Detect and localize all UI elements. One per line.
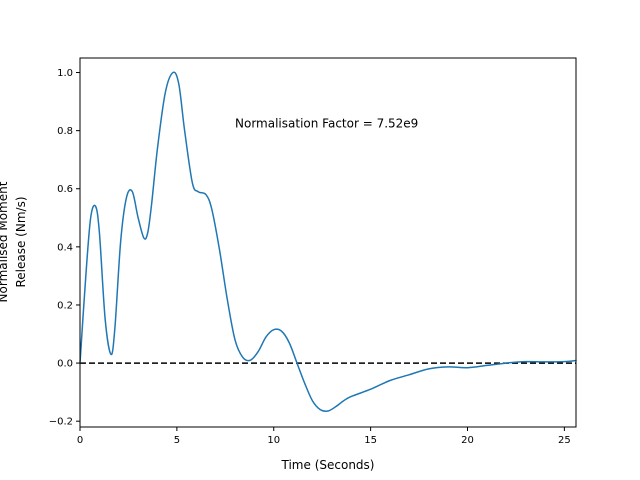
y-tick-label: 0.8 [57, 126, 73, 137]
normalisation-annotation: Normalisation Factor = 7.52e9 [235, 117, 418, 131]
x-tick-label: 0 [77, 435, 83, 446]
series-layer [79, 71, 577, 412]
x-tick-label: 5 [174, 435, 180, 446]
x-tick-label: 10 [267, 435, 280, 446]
x-tick-label: 20 [461, 435, 474, 446]
x-tick-label: 15 [364, 435, 377, 446]
y-tick-label: −0.2 [49, 417, 73, 428]
y-axis-label-line2: Release (Nm/s) [14, 196, 28, 287]
y-tick-label: 0.0 [57, 359, 73, 370]
plot-background [80, 58, 576, 427]
plot-frame [79, 57, 577, 428]
y-tick-label: 0.2 [57, 300, 73, 311]
y-axis-ticks: −0.2 0.0 0.2 0.4 0.6 0.8 1.0 [49, 68, 80, 428]
y-axis-label-line1: Normalised Moment [0, 181, 10, 302]
x-axis-label: Time (Seconds) [281, 458, 375, 472]
y-tick-label: 0.4 [57, 242, 73, 253]
y-tick-label: 1.0 [57, 68, 73, 79]
y-tick-label: 0.6 [57, 184, 73, 195]
x-axis-ticks: 0 5 10 15 20 25 [77, 427, 571, 446]
series-line-0 [79, 71, 577, 412]
x-tick-label: 25 [558, 435, 571, 446]
